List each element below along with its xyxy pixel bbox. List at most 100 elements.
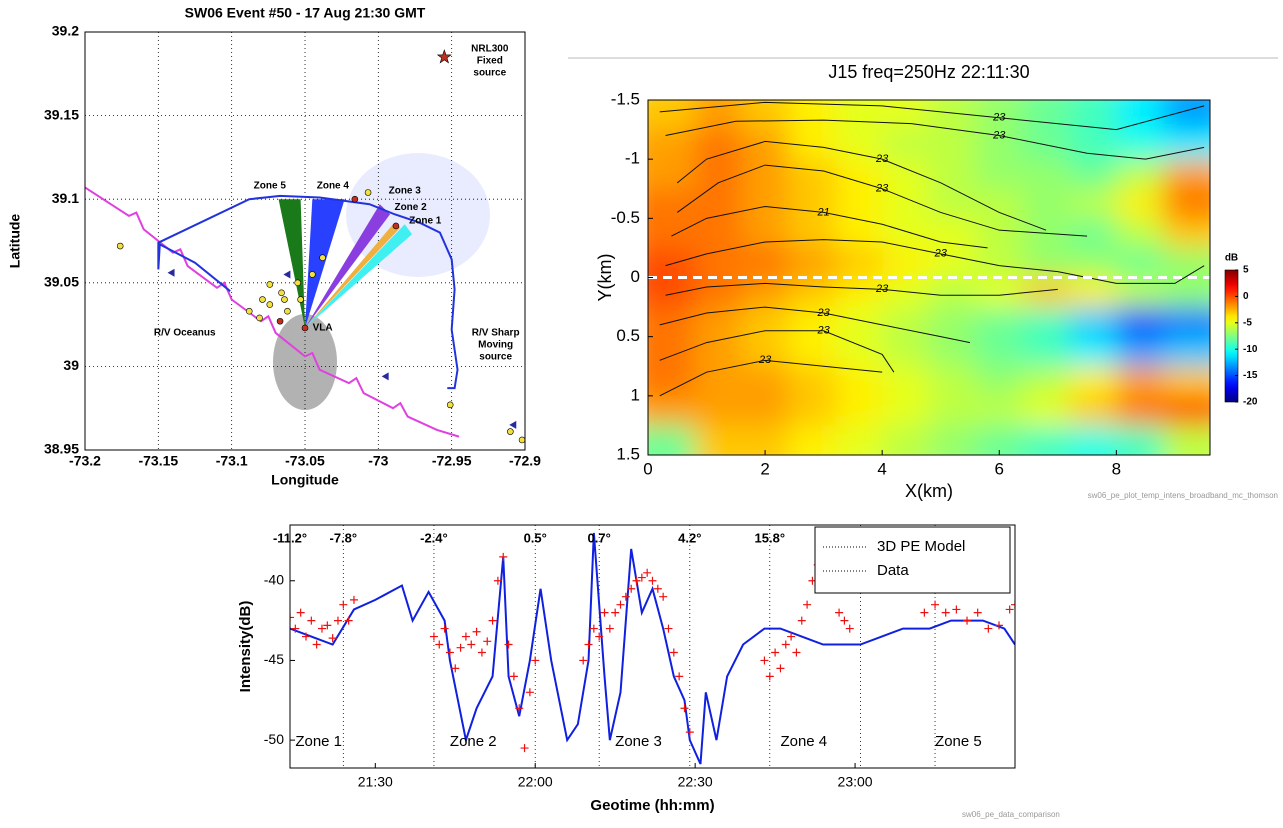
point (294, 279, 301, 287)
x-tick-label: 6 (995, 459, 1004, 478)
heat-cell (882, 366, 930, 397)
data-point (531, 656, 540, 665)
heat-cell (835, 307, 883, 338)
data-point (600, 608, 609, 617)
data-point (477, 648, 486, 657)
data-point (445, 648, 454, 657)
y-tick-label: 39 (63, 357, 79, 373)
data-point (760, 656, 769, 665)
data-point (291, 624, 300, 633)
heat-cell (929, 336, 977, 367)
colorbar-label: dB (1225, 253, 1238, 264)
heat-cell (1163, 336, 1210, 367)
point (301, 324, 309, 332)
x-tick-label: 21:30 (358, 774, 393, 790)
contour (671, 205, 988, 249)
point (284, 307, 291, 315)
data-point (317, 624, 326, 633)
heat-cell (1069, 366, 1117, 397)
annotation: Zone 1 (409, 216, 442, 227)
x-tick-label: 4 (877, 459, 886, 478)
x-tick-label: 23:00 (838, 774, 873, 790)
heat-cell (1116, 307, 1164, 338)
heat-cell (1163, 277, 1210, 308)
data-point (344, 616, 353, 625)
y-tick-label: -0.5 (611, 208, 640, 227)
point (309, 271, 316, 278)
data-point (771, 648, 780, 657)
colorbar-tick-label: -20 (1243, 397, 1258, 408)
heat-cell (835, 425, 883, 455)
heat-cell (975, 100, 1024, 131)
data-point (1011, 600, 1015, 609)
data-point (803, 600, 812, 609)
y-tick-label: 1.5 (616, 444, 640, 463)
chart-title: SW06 Event #50 - 17 Aug 21:30 GMT (185, 5, 426, 21)
data-point (973, 608, 982, 617)
heat-cell (694, 277, 743, 308)
data-point (792, 648, 801, 657)
heat-cell (1022, 336, 1070, 367)
heat-cell (1163, 307, 1210, 338)
data-point (1005, 605, 1014, 614)
colorbar (1224, 269, 1239, 403)
heat-cell (694, 188, 743, 219)
heat-cell (975, 307, 1024, 338)
heat-cell (1116, 129, 1164, 160)
data-point (493, 576, 502, 585)
data-point (467, 640, 476, 649)
heat-cell (1022, 425, 1070, 455)
heat-cell (882, 188, 930, 219)
plot-frame (84, 31, 526, 451)
y-axis-label: Latitude (7, 214, 23, 269)
contour (659, 359, 883, 397)
colorbar-tick-label: -10 (1243, 344, 1258, 355)
annotation: Fixed (477, 55, 503, 66)
heat-cell (741, 307, 789, 338)
contour-label: 21 (817, 206, 830, 218)
heat-cell (1069, 100, 1117, 131)
data-point (648, 576, 657, 585)
data-point (509, 672, 518, 681)
contour (659, 330, 895, 373)
heat-cell (1069, 247, 1117, 278)
heat-cell (694, 218, 743, 249)
colorbar-tick-label: -5 (1243, 317, 1252, 328)
colorbar-tick-label: 0 (1243, 291, 1249, 302)
heat-cell (741, 247, 789, 278)
heat-cell (882, 159, 930, 190)
annotation: Zone 4 (317, 180, 350, 191)
heat-cell (1116, 188, 1164, 219)
data-point (440, 624, 449, 633)
heat-cell (1022, 159, 1070, 190)
data-point (483, 637, 492, 646)
heat-cell (882, 277, 930, 308)
point (278, 289, 285, 297)
zone-wedge (305, 224, 401, 328)
contour (665, 119, 1205, 160)
point (509, 420, 517, 429)
source-note: sw06_pe_data_comparison (962, 810, 1060, 819)
heat-cell (1163, 129, 1210, 160)
heat-cell (835, 218, 883, 249)
data-point (461, 632, 470, 641)
data-point (333, 616, 342, 625)
heat-cell (694, 159, 743, 190)
y-tick-label: -1.5 (611, 89, 640, 108)
heat-cell (882, 247, 930, 278)
contour-label: 23 (817, 325, 831, 337)
data-point (290, 613, 294, 622)
heat-cell (1022, 395, 1070, 426)
x-tick-label: -72.95 (432, 453, 472, 469)
heat-cell (648, 277, 696, 308)
heat-cell (788, 366, 836, 397)
x-tick-label: 22:30 (678, 774, 713, 790)
heat-cell (835, 159, 883, 190)
x-axis-label: Longitude (271, 472, 339, 488)
heat-cell (741, 159, 789, 190)
annotation: VLA (313, 323, 333, 334)
heat-cell (1069, 129, 1117, 160)
legend-label: Data (877, 562, 909, 579)
point (266, 301, 274, 308)
